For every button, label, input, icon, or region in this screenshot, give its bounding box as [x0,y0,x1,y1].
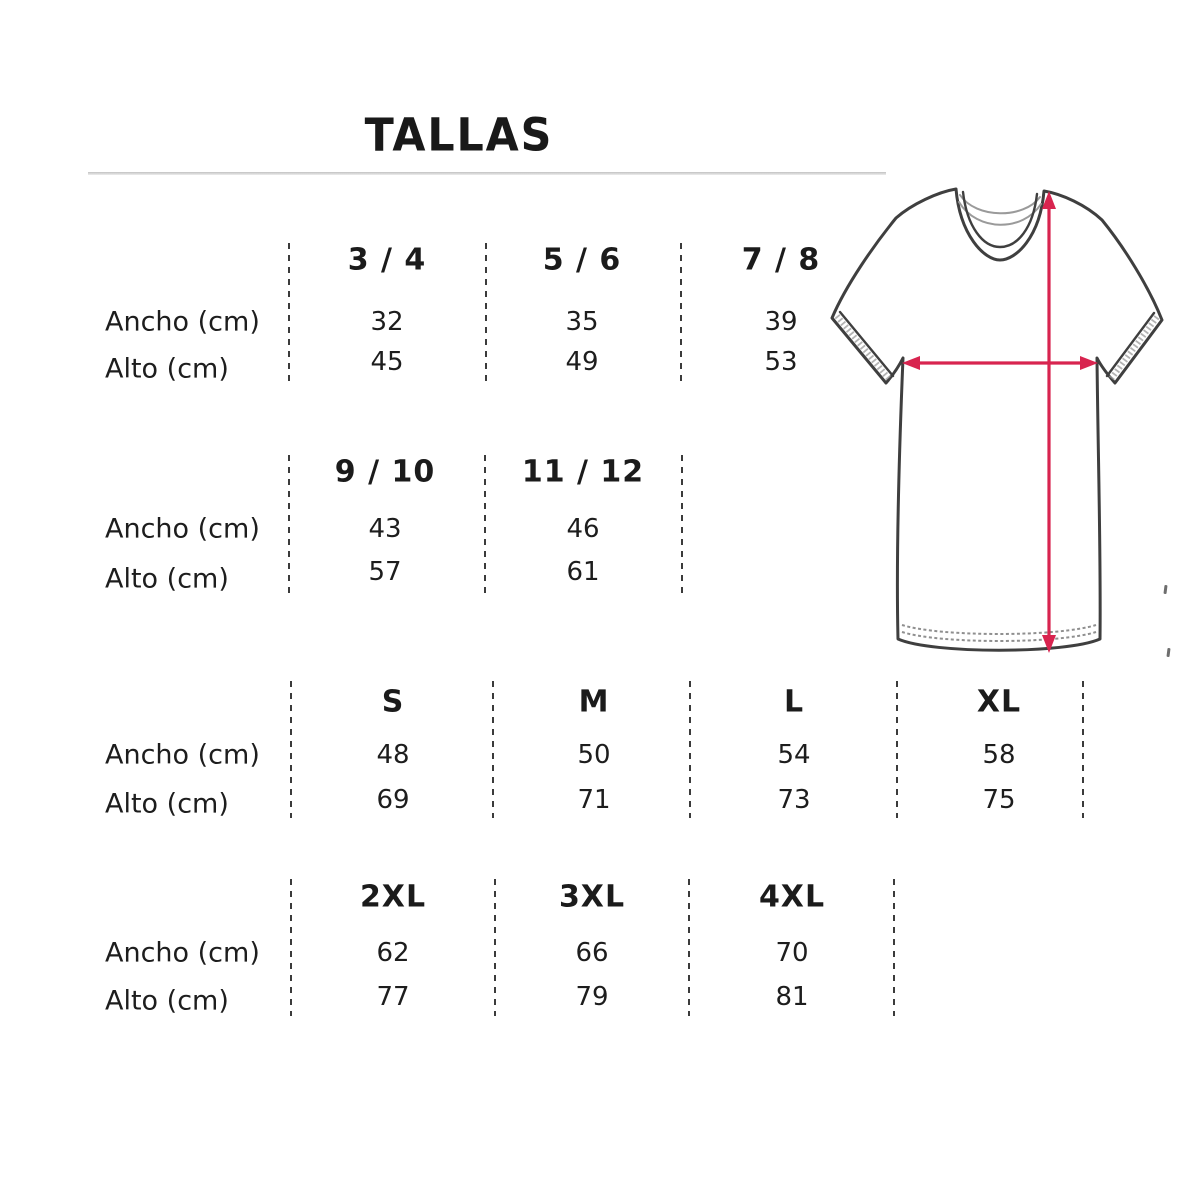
size-header: 3 / 4 [347,242,427,278]
alto-value: 75 [982,785,1016,815]
row-label-alto: Alto (cm) [105,563,229,595]
alto-value: 73 [777,785,811,815]
ancho-value: 43 [368,514,402,544]
row-label-ancho: Ancho (cm) [105,937,260,969]
size-header: M [578,684,610,720]
size-header: XL [976,684,1022,720]
size-header: S [381,684,405,720]
ancho-value: 39 [764,307,798,337]
size-header: 3XL [558,879,626,915]
alto-value: 81 [775,982,809,1012]
ancho-value: 70 [775,938,809,968]
ancho-value: 62 [376,938,410,968]
alto-value: 69 [376,785,410,815]
hem-stitching-top [901,624,1097,635]
left-cuff-seam [838,310,895,378]
ancho-value: 32 [370,307,404,337]
alto-value: 77 [376,982,410,1012]
collar-inner-rim [961,190,1039,249]
row-label-ancho: Ancho (cm) [105,739,260,771]
tshirt-outline [830,187,1164,652]
collar-rib-line-1 [959,194,1041,215]
ancho-value: 66 [575,938,609,968]
width-arrow-head-left [902,356,920,370]
column-separator [494,879,496,1016]
right-cuff-seam [1105,311,1156,378]
size-header: 5 / 6 [542,242,622,278]
column-separator [492,681,494,818]
size-header: 2XL [359,879,427,915]
left-cuff-stitching [834,314,892,381]
ancho-value: 54 [777,740,811,770]
hem-stitching-bottom [901,631,1097,642]
size-header: L [783,684,805,720]
column-separator [689,681,691,818]
column-separator [288,455,290,595]
size-header: 7 / 8 [741,242,821,278]
column-separator [896,681,898,818]
ancho-value: 50 [577,740,611,770]
alto-value: 57 [368,557,402,587]
column-separator [688,879,690,1016]
column-separator [893,879,895,1016]
alto-value: 61 [566,557,600,587]
ancho-value: 58 [982,740,1016,770]
column-separator [290,681,292,818]
height-arrow-head-bottom [1042,635,1056,653]
size-header: 4XL [758,879,826,915]
alto-value: 49 [565,347,599,377]
row-label-alto: Alto (cm) [105,353,229,385]
size-header: 9 / 10 [334,454,436,490]
row-label-alto: Alto (cm) [105,985,229,1017]
ancho-value: 35 [565,307,599,337]
alto-value: 53 [764,347,798,377]
column-separator [680,243,682,384]
height-arrow-head-top [1042,191,1056,209]
alto-value: 79 [575,982,609,1012]
column-separator [484,455,486,595]
row-label-alto: Alto (cm) [105,788,229,820]
alto-value: 45 [370,347,404,377]
ancho-value: 46 [566,514,600,544]
column-separator [1082,681,1084,818]
row-label-ancho: Ancho (cm) [105,513,260,545]
title-divider [88,172,886,175]
column-separator [290,879,292,1016]
ancho-value: 48 [376,740,410,770]
size-header: 11 / 12 [521,454,645,490]
column-separator [485,243,487,384]
column-separator [681,455,683,595]
width-arrow-head-right [1080,356,1098,370]
row-label-ancho: Ancho (cm) [105,306,260,338]
alto-value: 71 [577,785,611,815]
column-separator [288,243,290,384]
page-title: TALLAS [364,108,554,162]
tshirt-diagram-icon [830,187,1164,653]
